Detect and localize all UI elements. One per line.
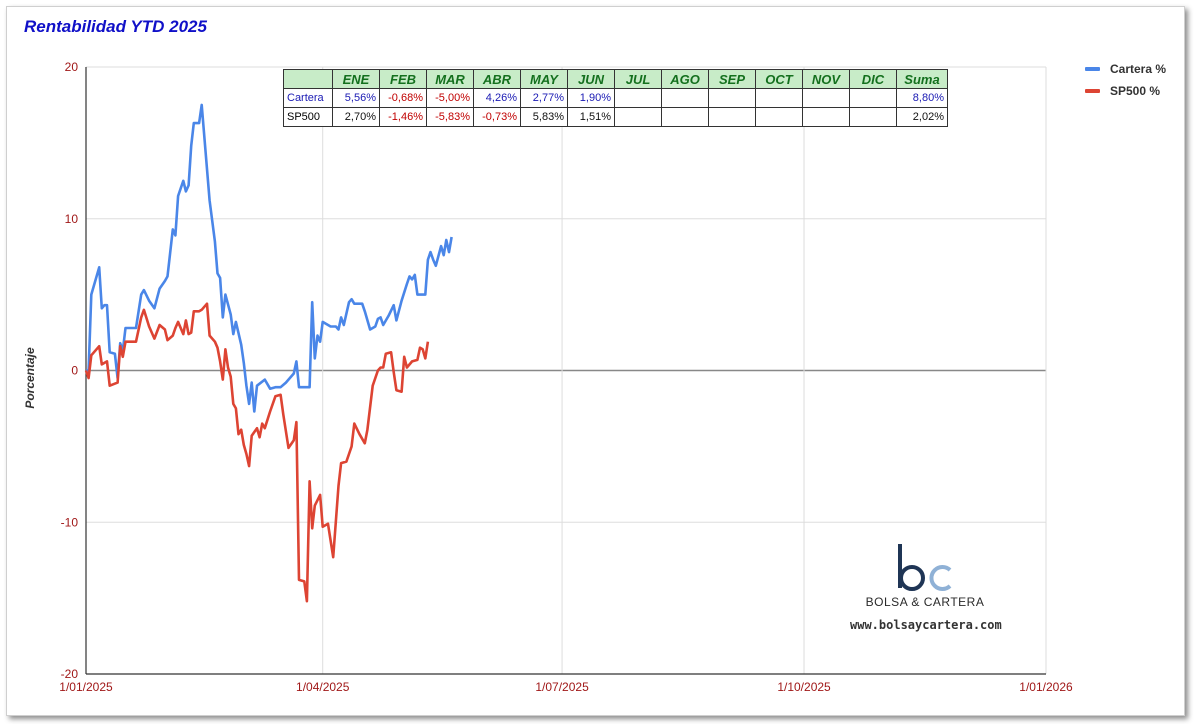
x-tick-label: 1/07/2025: [535, 680, 589, 694]
legend-swatch-cartera: [1085, 67, 1100, 71]
table-row-label: SP500: [283, 107, 333, 127]
table-cell: [849, 88, 897, 108]
table-header-cell: DIC: [849, 69, 897, 89]
table-header-cell: NOV: [802, 69, 850, 89]
table-cell: 1,90%: [567, 88, 615, 108]
table-cell: [802, 107, 850, 127]
table-cell: -0,68%: [379, 88, 427, 108]
table-cell: 2,77%: [520, 88, 568, 108]
legend-item-sp500[interactable]: SP500 %: [1085, 80, 1166, 102]
table-cell: [661, 88, 709, 108]
x-tick-label: 1/04/2025: [296, 680, 350, 694]
series-line-cartera: [86, 103, 453, 413]
x-tick-label: 1/01/2026: [1019, 680, 1073, 694]
table-header-cell: MAR: [426, 69, 474, 89]
table-body: Cartera 5,56% -0,68% -5,00% 4,26% 2,77% 1,90% 8…: [283, 88, 948, 127]
table-cell: [708, 88, 756, 108]
table-header-cell: SEP: [708, 69, 756, 89]
table-cell: [614, 107, 662, 127]
table-header-cell: ABR: [473, 69, 521, 89]
series-line-sp500: [84, 302, 430, 603]
table-cell: 5,83%: [520, 107, 568, 127]
table-header-cell: FEB: [379, 69, 427, 89]
table-row-label: Cartera: [283, 88, 333, 108]
table-cell: 5,56%: [332, 88, 380, 108]
table-cell: 2,02%: [896, 107, 948, 127]
legend-swatch-sp500: [1085, 89, 1100, 93]
table-header-cell: Suma: [896, 69, 948, 89]
y-tick-label: 20: [65, 60, 79, 74]
table-header-cell: AGO: [661, 69, 709, 89]
legend: Cartera % SP500 %: [1085, 58, 1166, 102]
table-row: Cartera 5,56% -0,68% -5,00% 4,26% 2,77% 1,90% 8…: [283, 88, 948, 108]
table-header-cell: JUL: [614, 69, 662, 89]
table-header-cell: MAY: [520, 69, 568, 89]
table-header-corner: [283, 69, 333, 89]
table-cell: 8,80%: [896, 88, 948, 108]
tick-labels: 20 10 0 -10 -201/01/2025 1/04/2025 1/07/2025 1/…: [59, 60, 1073, 694]
table-cell: [755, 88, 803, 108]
legend-item-cartera[interactable]: Cartera %: [1085, 58, 1166, 80]
table-cell: 2,70%: [332, 107, 380, 127]
table-cell: [661, 107, 709, 127]
table-cell: [755, 107, 803, 127]
table-row: SP500 2,70% -1,46% -5,83% -0,73% 5,83% 1,51% 2,…: [283, 107, 948, 127]
y-tick-label: -20: [61, 667, 79, 681]
table-cell: [708, 107, 756, 127]
bc-logo-icon: [898, 544, 952, 591]
table-cell: [802, 88, 850, 108]
x-tick-label: 1/01/2025: [59, 680, 113, 694]
x-tick-label: 1/10/2025: [777, 680, 831, 694]
table-cell: -5,00%: [426, 88, 474, 108]
table-header-row: ENE FEB MAR ABR MAY JUN JUL AGO SEP OCT NOV DIC Suma: [283, 69, 948, 89]
table-cell: [614, 88, 662, 108]
y-tick-label: 0: [71, 364, 78, 378]
monthly-returns-table: ENE FEB MAR ABR MAY JUN JUL AGO SEP OCT NOV DIC Suma…: [283, 69, 948, 127]
table-cell: -0,73%: [473, 107, 521, 127]
table-cell: 4,26%: [473, 88, 521, 108]
y-tick-label: -10: [61, 515, 79, 529]
table-cell: -5,83%: [426, 107, 474, 127]
series-layer: [84, 103, 453, 603]
y-tick-label: 10: [65, 212, 79, 226]
table-cell: [849, 107, 897, 127]
y-axis-label: Porcentaje: [23, 347, 37, 409]
logo-brand-text: BOLSA & CARTERA: [865, 595, 985, 609]
table-header-cell: OCT: [755, 69, 803, 89]
legend-label-sp500: SP500 %: [1110, 84, 1161, 98]
table-header-cell: JUN: [567, 69, 615, 89]
table-header-cell: ENE: [332, 69, 380, 89]
table-cell: 1,51%: [567, 107, 615, 127]
legend-label-cartera: Cartera %: [1110, 62, 1167, 76]
chart-title: Rentabilidad YTD 2025: [24, 17, 207, 36]
table-cell: -1,46%: [379, 107, 427, 127]
bolsa-cartera-logo: BOLSA & CARTERA www.bolsaycartera.com: [850, 540, 1002, 632]
logo-site-text: www.bolsaycartera.com: [850, 618, 1002, 632]
